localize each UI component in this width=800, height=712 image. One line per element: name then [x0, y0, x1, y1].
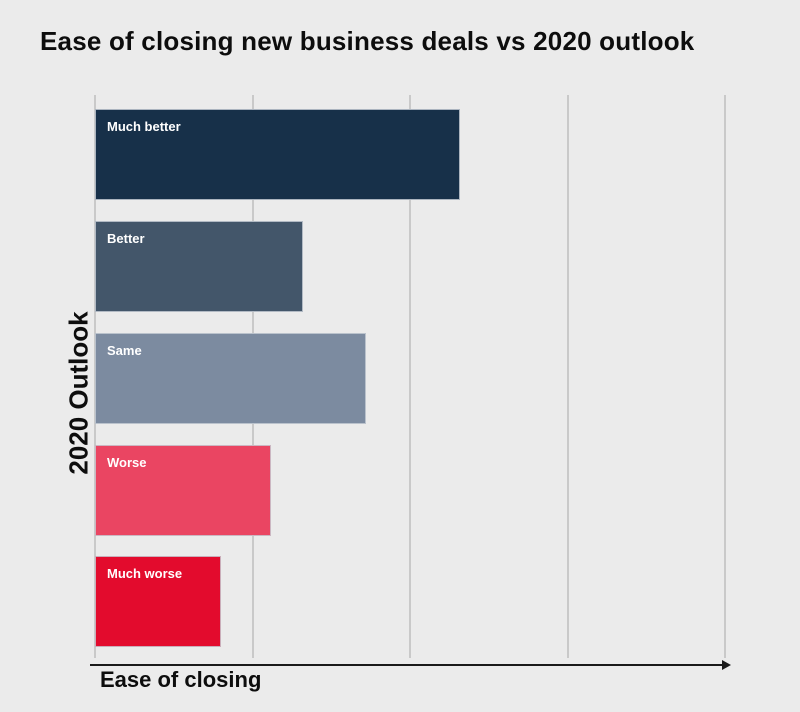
chart-title: Ease of closing new business deals vs 20…	[40, 26, 695, 56]
bar-label: Better	[107, 231, 145, 246]
gridline	[566, 95, 569, 658]
bar-row-same: Same	[95, 333, 366, 424]
bar-row-much-worse: Much worse	[95, 556, 221, 647]
bar-row-worse: Worse	[95, 445, 272, 536]
gridline	[409, 95, 411, 658]
bar-label: Much better	[107, 119, 181, 134]
arrow-right-icon	[722, 660, 731, 670]
bar-label: Same	[107, 343, 142, 358]
y-axis-label: 2020 Outlook	[63, 311, 94, 475]
bar-row-much-better: Much better	[95, 109, 461, 200]
plot-area: Much better Better Same Worse Much worse	[94, 95, 726, 658]
bar-row-better: Better	[95, 221, 303, 312]
bar-label: Worse	[107, 455, 147, 470]
gridline	[724, 95, 726, 658]
bar-label: Much worse	[107, 566, 183, 581]
x-axis-label: Ease of closing	[100, 667, 262, 692]
x-axis-line	[90, 660, 731, 670]
